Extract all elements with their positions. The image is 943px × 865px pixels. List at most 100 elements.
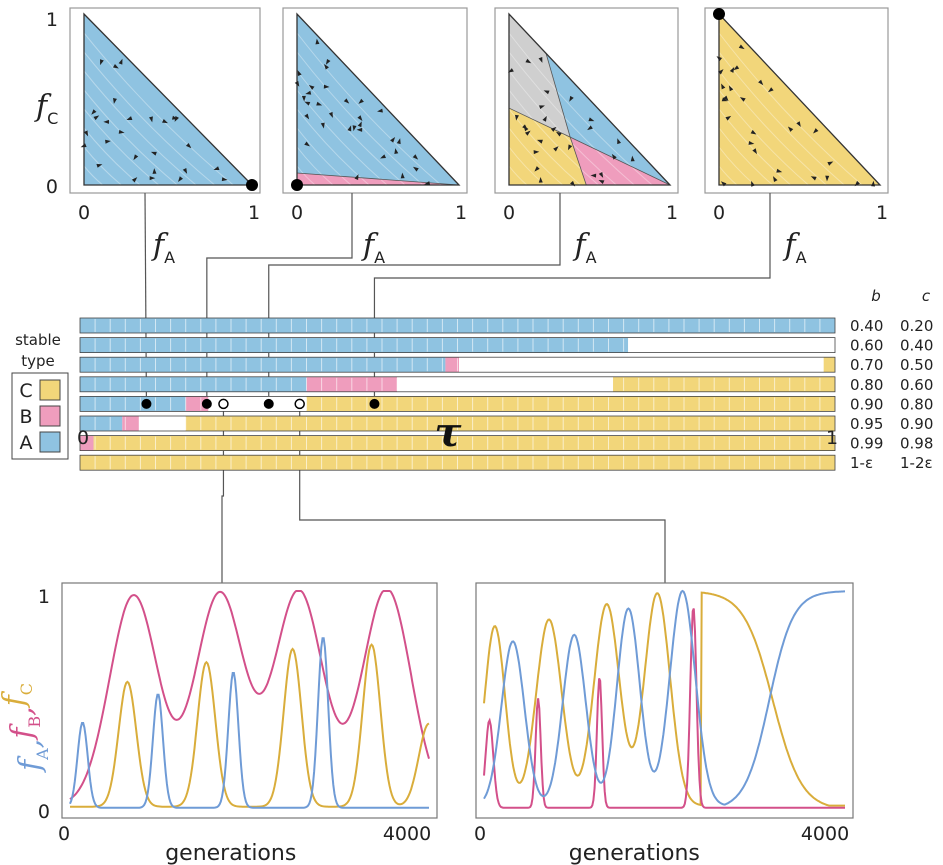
flow-arrow xyxy=(588,117,595,122)
boundary xyxy=(545,53,571,138)
stream-curve xyxy=(508,32,653,186)
y-tick-min: 0 xyxy=(46,176,58,198)
stream-curve xyxy=(83,51,215,186)
x-axis-label: generations xyxy=(569,841,700,865)
open-marker xyxy=(218,398,229,410)
flow-arrow xyxy=(308,84,315,90)
region-0 xyxy=(509,14,571,138)
segment-B xyxy=(185,396,209,412)
y-tick-max: 1 xyxy=(46,9,58,31)
flow-arrow xyxy=(396,138,401,145)
flow-arrow xyxy=(776,168,783,173)
flow-arrow xyxy=(543,90,550,95)
open-marker xyxy=(294,398,305,410)
boundary xyxy=(296,172,460,186)
segment-none xyxy=(208,396,307,412)
legend-label-C: C xyxy=(19,380,32,402)
flow-arrow xyxy=(343,98,350,104)
ternary-panel-3: 0 1 fA xyxy=(494,7,679,267)
x-tick-min: 0 xyxy=(474,823,486,845)
c-value: 0.50 xyxy=(900,356,933,374)
flow-arrow xyxy=(738,44,745,50)
flow-arrow xyxy=(83,130,89,137)
ternary-panel-1: 0 1 fA 1 0 fC xyxy=(34,7,261,267)
b-value: 0.95 xyxy=(850,415,883,433)
stream-curve xyxy=(83,89,178,186)
flow-arrow xyxy=(394,148,399,155)
flow-arrow xyxy=(149,116,153,123)
connector-3 xyxy=(268,193,561,404)
c-value: 1-2ε xyxy=(900,454,933,472)
x-axis-label: fA xyxy=(783,228,807,267)
row-outline xyxy=(79,376,836,393)
filled-marker xyxy=(263,398,274,409)
flow-arrow xyxy=(825,175,830,182)
flow-arrow xyxy=(720,181,727,187)
flow-arrow xyxy=(587,125,593,131)
segment-C xyxy=(306,396,835,412)
simplex-outline xyxy=(296,12,461,186)
flow-arrow xyxy=(93,115,100,121)
flow-arrow xyxy=(598,179,605,185)
stream-curve xyxy=(718,32,863,186)
segment-C xyxy=(93,435,836,451)
x-axis-label: fA xyxy=(573,228,597,267)
x-axis-label: fA xyxy=(361,228,385,267)
x-tick-min: 0 xyxy=(503,202,515,224)
tau-label: τ xyxy=(435,409,462,456)
y-label-part: , xyxy=(13,739,48,749)
grid-row-1: 0.40 0.20 xyxy=(79,317,933,335)
legend-swatch-B xyxy=(39,405,61,427)
c-value: 0.40 xyxy=(900,337,933,355)
fixed-point xyxy=(246,179,258,191)
flow-arrow xyxy=(112,63,119,69)
flow-arrow xyxy=(796,121,801,128)
flow-arrow xyxy=(328,111,333,118)
stream-curve xyxy=(718,70,827,186)
flow-arrow xyxy=(178,176,183,182)
grid-row-4: 0.80 0.60 xyxy=(79,376,933,394)
filled-marker xyxy=(369,398,380,409)
grid-row-6: 0.95 0.90 xyxy=(79,415,933,433)
flow-arrow xyxy=(357,115,363,121)
region-2 xyxy=(509,108,587,185)
flow-arrow xyxy=(118,58,123,65)
simplex-outline xyxy=(83,12,254,186)
flow-arrow xyxy=(539,105,545,110)
time-series-left: 1 00 4000 generations fA,fB,fC xyxy=(0,582,438,865)
x-tick-max: 4000 xyxy=(383,823,431,845)
legend-label-B: B xyxy=(19,406,32,428)
flow-arrow xyxy=(91,109,97,115)
flow-arrow xyxy=(150,151,157,156)
x-axis-label: fA xyxy=(151,228,175,267)
filled-marker xyxy=(201,398,212,409)
flow-arrow xyxy=(323,84,330,89)
fixed-point xyxy=(713,8,725,20)
ternary-panel-4: 0 1 fA xyxy=(704,7,889,267)
flow-arrow xyxy=(80,143,87,148)
b-value: 0.40 xyxy=(850,317,883,335)
tau-tick-min: 0 xyxy=(77,427,89,449)
b-value: 1-ε xyxy=(850,454,873,472)
x-tick-max: 4000 xyxy=(801,823,849,845)
flow-arrow xyxy=(871,180,876,187)
stream-curve xyxy=(718,127,773,186)
row-outline xyxy=(79,435,836,452)
x-tick-max: 1 xyxy=(248,202,260,224)
legend-swatch-C xyxy=(39,379,61,401)
b-value: 0.70 xyxy=(850,356,883,374)
flow-arrow xyxy=(213,166,220,171)
flow-arrow xyxy=(598,171,604,178)
flow-arrow xyxy=(534,166,540,172)
flow-arrow xyxy=(827,161,834,166)
segment-B xyxy=(80,435,94,451)
b-value: 0.60 xyxy=(850,337,883,355)
flow-arrow xyxy=(174,116,179,122)
flow-arrow xyxy=(723,95,729,102)
c-value: 0.80 xyxy=(900,395,933,413)
y-label-part: C xyxy=(17,683,36,695)
flow-arrow xyxy=(182,167,188,174)
flow-arrow xyxy=(221,177,228,182)
stream-curve xyxy=(296,89,388,186)
stream-curve xyxy=(296,51,424,186)
